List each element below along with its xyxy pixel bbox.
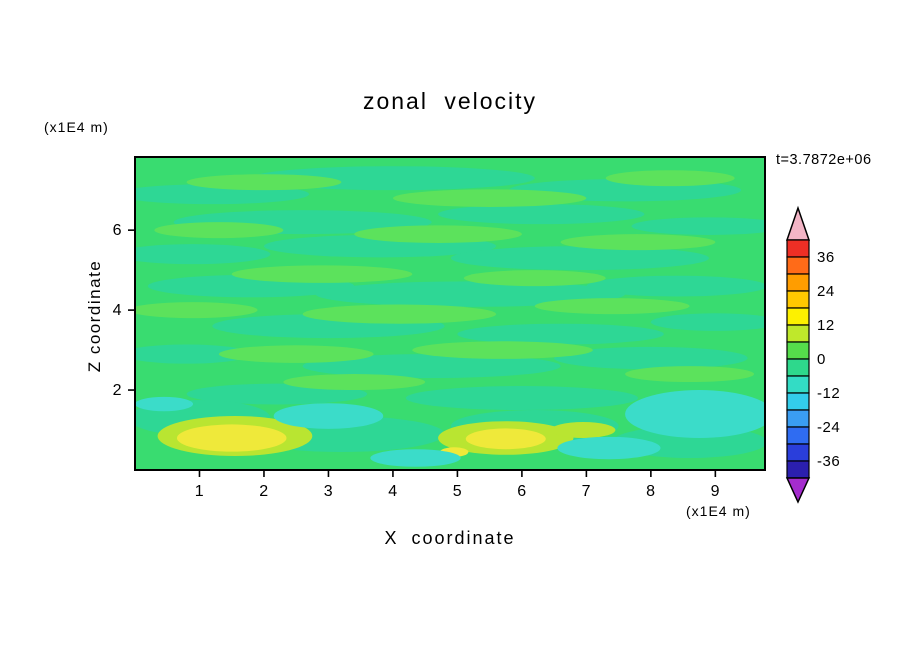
contour-field [135,157,765,470]
colorbar-tick-label: 24 [817,283,835,300]
contour-region-lightgreen [463,270,606,287]
contour-region-lightgreen [354,225,522,243]
colorbar-segment [786,324,810,343]
timestamp-label: t=3.7872e+06 [776,152,872,168]
colorbar-under-arrow [785,477,811,504]
colorbar-segment [786,375,810,394]
colorbar-over-arrow [785,205,811,241]
contour-region-lightgreen [534,298,690,315]
colorbar-tick-label: -12 [817,385,840,402]
x-tick-label: 1 [195,483,204,500]
contour-region-lightgreen [154,222,284,239]
colorbar-tick-label: 36 [817,249,835,266]
contour-region-yellow [176,424,287,452]
contour-region-lightgreen [231,265,413,283]
colorbar-segment [786,273,810,292]
contour-region-lightgreen [392,189,587,207]
contour-region-teal [631,217,765,235]
colorbar-tick-label: 12 [817,317,835,334]
colorbar-segment [786,443,810,462]
colorbar-segment [786,426,810,445]
colorbar-segment [786,256,810,275]
x-tick-label: 4 [388,483,397,500]
contour-region-yellow [465,428,546,450]
colorbar-tick-label: -24 [817,419,840,436]
contour-region-teal [650,313,765,331]
contour-region-teal [302,354,561,379]
contour-region-lightgreen [625,366,755,383]
colorbar-segment [786,392,810,411]
x-tick-label: 6 [517,483,526,500]
chart-title: zonal velocity [362,88,538,114]
contour-region-teal [438,204,645,225]
contour-region-teal [315,281,626,307]
y-tick-label: 6 [113,222,122,239]
colorbar-segment [786,307,810,326]
x-tick-label: 7 [582,483,591,500]
contour-region-cyan [557,436,661,460]
x-tick-label: 2 [259,483,268,500]
contour-region-lightgreen [283,374,426,391]
colorbar-tick-label: -36 [817,453,840,470]
contour-region-teal [135,244,271,265]
contour-region-teal [554,346,748,370]
plot-border [134,156,766,471]
colorbar-segment [786,341,810,360]
x-tick-label: 5 [453,483,462,500]
contour-region-teal [457,323,664,345]
x-tick-label: 9 [711,483,720,500]
x-tick-label: 8 [646,483,655,500]
colorbar-segment [786,290,810,309]
y-axis-unit-label: (x1E4 m) [44,119,109,135]
x-axis-unit-label: (x1E4 m) [686,503,751,519]
contour-region-teal [586,275,765,297]
contour-region-lightgreen [186,174,342,191]
x-tick-label: 3 [324,483,333,500]
contour-region-lightgreen [412,341,593,359]
colorbar-segment [786,239,810,258]
contour-region-lightgreen [302,304,497,324]
contour-region-lightgreen [560,234,716,251]
colorbar-segment [786,358,810,377]
contour-region-cyan [135,396,194,412]
contour-region-cyan [370,449,461,467]
contour-region-teal [450,246,709,271]
contour-region-cyan [625,390,765,439]
colorbar-segment [786,409,810,428]
y-tick-label: 4 [113,302,122,319]
contour-region-teal [405,386,638,411]
colorbar-segment [786,460,810,479]
contour-region-cyan [273,403,384,429]
colorbar-tick-label: 0 [817,351,826,368]
contour-region-lightgreen [135,302,258,319]
contour-region-teal [135,344,252,364]
contour-region-yellowgreen [550,422,616,439]
contour-region-lightgreen [218,345,374,363]
y-tick-label: 2 [113,382,122,399]
x-axis-title: X coordinate [384,528,516,548]
contour-region-lightgreen [605,170,735,187]
